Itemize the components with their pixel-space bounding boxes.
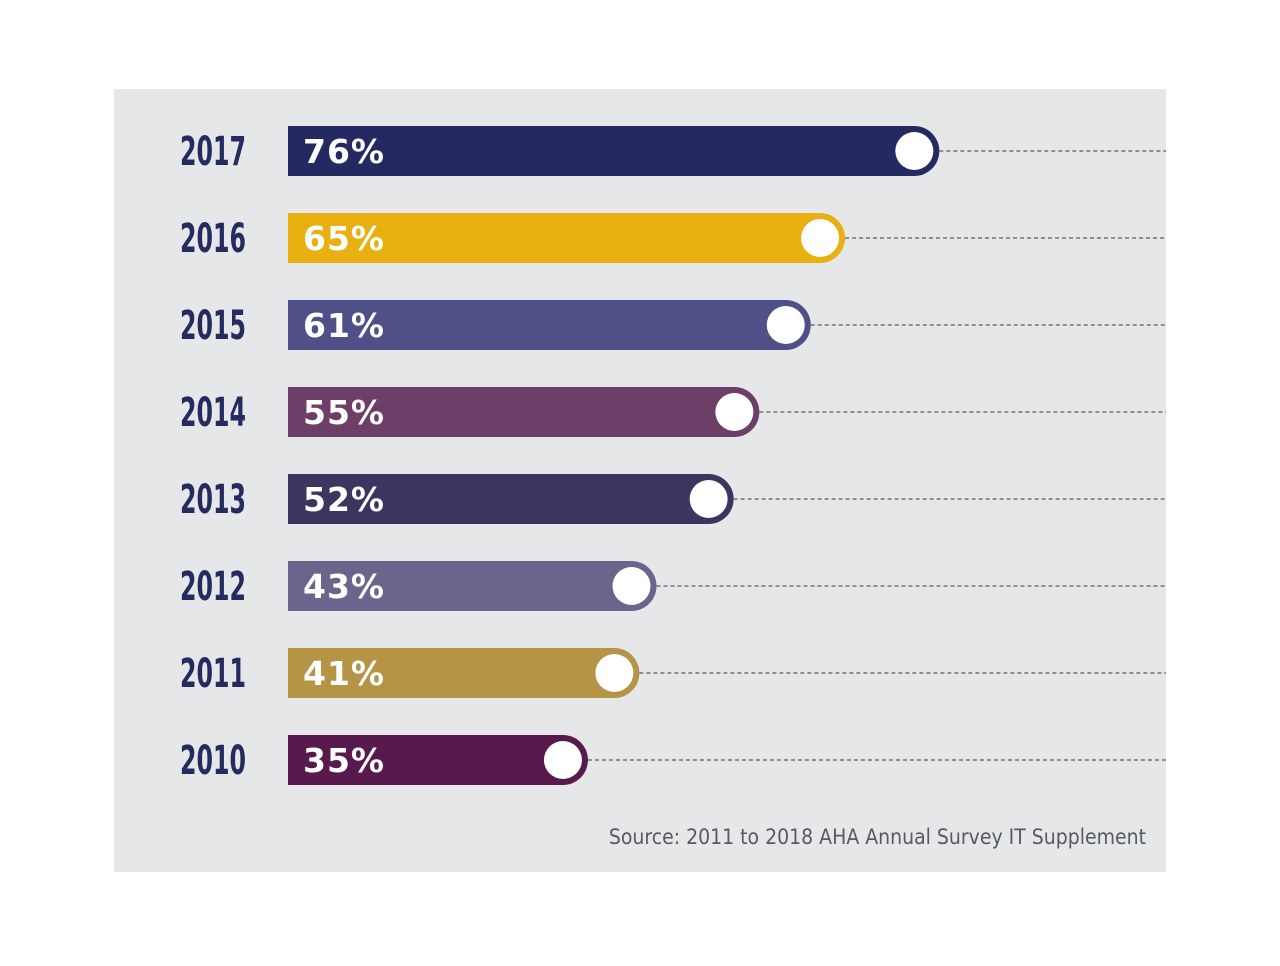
- year-label-2013: 2013: [180, 477, 246, 523]
- value-label-2011: 41%: [303, 654, 385, 693]
- value-label-2013: 52%: [303, 480, 385, 519]
- value-label-2016: 65%: [303, 219, 385, 258]
- bar-2010: [288, 735, 588, 785]
- year-label-2015: 2015: [180, 303, 246, 349]
- bar-2012: [288, 561, 657, 611]
- bar-2014: [288, 387, 760, 437]
- bar-knob-2010: [543, 741, 582, 779]
- bar-row-2011: 2011 41%: [180, 648, 1166, 698]
- bar-2011: [288, 648, 640, 698]
- bar-knob-2016: [801, 219, 840, 257]
- bar-2017: [288, 126, 940, 176]
- bar-row-2012: 2012 43%: [180, 561, 1166, 611]
- bar-knob-2017: [895, 132, 934, 170]
- bar-2016: [288, 212, 846, 263]
- value-label-2010: 35%: [303, 741, 385, 780]
- value-label-2017: 76%: [303, 132, 385, 171]
- bar-row-2013: 2013 52%: [180, 473, 1166, 524]
- bar-row-2010: 2010 35%: [180, 735, 1166, 785]
- bar-knob-2011: [595, 654, 634, 692]
- year-label-2016: 2016: [180, 216, 246, 262]
- bar-2013: [288, 473, 734, 524]
- bar-knob-2013: [689, 480, 728, 518]
- year-label-2014: 2014: [180, 390, 246, 436]
- year-label-2012: 2012: [180, 564, 246, 610]
- bar-row-2016: 2016 65%: [180, 212, 1166, 263]
- bar-knob-2015: [766, 306, 805, 344]
- year-label-2011: 2011: [180, 651, 246, 697]
- bar-knob-2012: [612, 567, 651, 605]
- source-note: Source: 2011 to 2018 AHA Annual Survey I…: [608, 825, 1146, 849]
- bar-2015: [288, 300, 811, 350]
- year-label-2017: 2017: [180, 129, 246, 175]
- bar-row-2014: 2014 55%: [180, 387, 1166, 437]
- value-label-2012: 43%: [303, 567, 385, 606]
- bar-row-2017: 2017 76%: [180, 126, 1166, 176]
- bar-knob-2014: [715, 393, 754, 431]
- bar-row-2015: 2015 61%: [180, 300, 1166, 350]
- year-label-2010: 2010: [180, 738, 246, 784]
- value-label-2014: 55%: [303, 393, 385, 432]
- value-label-2015: 61%: [303, 306, 385, 345]
